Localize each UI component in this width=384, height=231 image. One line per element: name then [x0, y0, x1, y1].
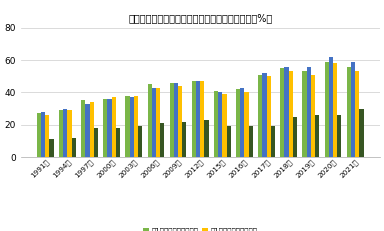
Bar: [126, 96, 129, 157]
Bar: [116, 128, 120, 157]
Bar: [45, 115, 50, 157]
Bar: [178, 86, 182, 157]
Bar: [236, 89, 240, 157]
Bar: [152, 88, 156, 157]
Bar: [315, 115, 319, 157]
Bar: [311, 75, 315, 157]
Bar: [227, 126, 231, 157]
Legend: 週1日以上（成人全体）, 週1日以上（成人男性）, 週1日以上（成人女性）, 週３日以上（成人全体）: 週1日以上（成人全体）, 週1日以上（成人男性）, 週1日以上（成人女性）, 週…: [143, 228, 257, 231]
Bar: [112, 97, 116, 157]
Bar: [355, 71, 359, 157]
Bar: [280, 68, 285, 157]
Bar: [68, 110, 71, 157]
Bar: [333, 63, 337, 157]
Bar: [89, 102, 94, 157]
Bar: [129, 97, 134, 157]
Bar: [271, 126, 275, 157]
Bar: [262, 73, 266, 157]
Bar: [351, 62, 355, 157]
Bar: [214, 91, 218, 157]
Bar: [285, 67, 289, 157]
Bar: [240, 88, 245, 157]
Bar: [289, 71, 293, 157]
Bar: [160, 123, 164, 157]
Bar: [156, 88, 160, 157]
Bar: [37, 113, 41, 157]
Bar: [182, 122, 187, 157]
Bar: [41, 112, 45, 157]
Bar: [174, 83, 178, 157]
Bar: [222, 94, 227, 157]
Bar: [196, 81, 200, 157]
Bar: [245, 92, 249, 157]
Bar: [204, 120, 209, 157]
Bar: [108, 99, 112, 157]
Bar: [303, 71, 307, 157]
Bar: [138, 126, 142, 157]
Bar: [258, 75, 262, 157]
Bar: [103, 99, 108, 157]
Bar: [307, 67, 311, 157]
Bar: [59, 110, 63, 157]
Bar: [218, 92, 222, 157]
Bar: [192, 81, 196, 157]
Bar: [359, 109, 364, 157]
Bar: [147, 84, 152, 157]
Bar: [134, 96, 138, 157]
Bar: [347, 67, 351, 157]
Bar: [329, 57, 333, 157]
Bar: [50, 139, 54, 157]
Bar: [324, 62, 329, 157]
Bar: [71, 138, 76, 157]
Bar: [200, 81, 204, 157]
Bar: [85, 104, 89, 157]
Title: スポーツの実施状況等に関する世論調査（数値は%）: スポーツの実施状況等に関する世論調査（数値は%）: [128, 13, 272, 23]
Bar: [249, 126, 253, 157]
Bar: [170, 83, 174, 157]
Bar: [94, 128, 98, 157]
Bar: [266, 76, 271, 157]
Bar: [337, 115, 341, 157]
Bar: [63, 109, 68, 157]
Bar: [293, 117, 297, 157]
Bar: [81, 100, 85, 157]
